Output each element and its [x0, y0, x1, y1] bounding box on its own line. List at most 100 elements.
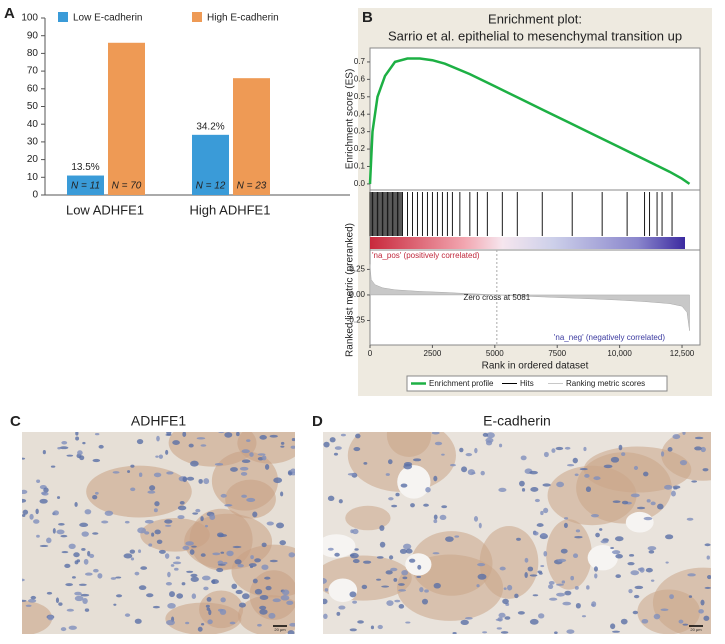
nucleus: [327, 547, 334, 551]
cell-cluster: [237, 432, 295, 464]
nucleus: [127, 470, 131, 473]
nucleus: [388, 497, 394, 501]
nucleus: [542, 483, 551, 487]
nucleus: [190, 576, 199, 582]
nucleus: [630, 570, 640, 576]
cell-cluster: [546, 519, 592, 590]
nucleus: [461, 466, 468, 473]
chart-subtitle: Sarrio et al. epithelial to mesenchymal …: [388, 28, 682, 43]
nucleus: [280, 441, 285, 445]
nucleus: [353, 446, 361, 452]
nucleus: [153, 472, 162, 478]
nucleus: [198, 478, 203, 484]
cell-cluster: [652, 567, 711, 634]
nucleus: [352, 559, 360, 564]
nucleus: [60, 534, 68, 538]
nucleus: [195, 508, 201, 513]
nucleus: [386, 600, 394, 606]
nucleus: [156, 539, 163, 545]
y-tick-label: 0.0: [354, 179, 366, 188]
nucleus: [191, 593, 197, 600]
nucleus: [660, 608, 669, 612]
nucleus: [280, 445, 285, 448]
nucleus: [419, 587, 424, 593]
nucleus: [498, 612, 506, 618]
nucleus: [30, 595, 37, 600]
nucleus: [524, 572, 528, 579]
nucleus: [439, 514, 447, 521]
y-tick-label: 0.4: [354, 109, 366, 118]
nucleus: [561, 580, 566, 584]
nucleus: [249, 565, 254, 569]
nucleus: [172, 561, 182, 565]
nucleus: [77, 450, 83, 456]
nucleus: [110, 577, 117, 580]
nucleus: [671, 490, 676, 497]
nucleus: [232, 545, 242, 549]
y-axis-label: Enrichment score (ES): [345, 69, 356, 170]
nucleus: [704, 586, 711, 589]
nucleus: [486, 432, 495, 439]
nucleus: [646, 499, 651, 503]
nucleus: [66, 454, 74, 457]
nucleus: [264, 576, 271, 580]
nucleus: [123, 553, 133, 559]
nucleus: [22, 489, 28, 495]
nucleus: [203, 586, 209, 591]
nucleus: [499, 566, 506, 571]
nucleus: [450, 463, 456, 467]
nucleus: [694, 446, 702, 451]
nucleus: [249, 452, 254, 457]
nucleus: [614, 536, 624, 542]
nucleus: [204, 524, 208, 528]
panel-label: A: [4, 5, 15, 22]
nucleus: [650, 579, 655, 582]
nucleus: [669, 594, 674, 600]
nucleus: [648, 550, 655, 554]
nucleus: [350, 552, 359, 559]
nucleus: [554, 631, 558, 634]
nucleus: [144, 531, 150, 535]
nucleus: [280, 595, 290, 601]
y-tick-label: 0.6: [354, 74, 366, 83]
nucleus: [152, 605, 160, 609]
nucleus: [540, 533, 547, 537]
nucleus: [548, 581, 555, 585]
nucleus: [702, 468, 709, 472]
nucleus: [610, 546, 615, 550]
nucleus: [500, 631, 509, 634]
nucleus: [219, 609, 227, 615]
nucleus: [291, 437, 295, 442]
nucleus: [220, 493, 227, 498]
nucleus: [474, 447, 478, 454]
cell-cluster: [237, 595, 295, 634]
nucleus: [338, 605, 346, 610]
x-tick-label: 2500: [424, 349, 442, 358]
nucleus: [174, 567, 179, 571]
nucleus: [290, 445, 295, 449]
nucleus: [324, 588, 329, 592]
nucleus: [707, 574, 711, 580]
nucleus: [147, 490, 156, 494]
nucleus: [575, 602, 581, 609]
nucleus: [186, 476, 195, 481]
nucleus: [643, 471, 649, 477]
nucleus: [83, 558, 89, 565]
nucleus: [357, 620, 364, 624]
nucleus: [203, 478, 210, 485]
nucleus: [85, 572, 93, 576]
nucleus: [377, 624, 383, 630]
nucleus: [266, 521, 274, 526]
nucleus: [507, 584, 513, 591]
nucleus: [75, 436, 80, 441]
nucleus: [621, 500, 629, 505]
chart-title: Enrichment plot:: [488, 11, 582, 26]
cell-cluster: [345, 505, 391, 531]
nucleus: [408, 558, 416, 563]
nucleus: [240, 471, 248, 476]
y-tick-label: 100: [21, 13, 38, 24]
nucleus: [621, 452, 626, 456]
nucleus: [323, 441, 330, 448]
bar-annotation: 34.2%: [196, 121, 224, 132]
nucleus: [200, 516, 204, 522]
